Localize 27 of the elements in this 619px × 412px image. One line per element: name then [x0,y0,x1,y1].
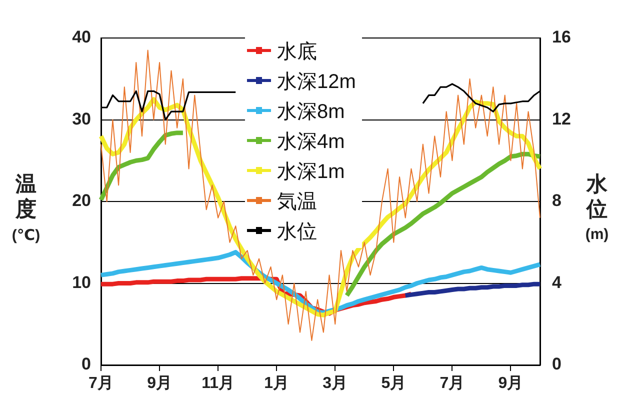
x-tick-label: 11月 [202,375,235,392]
y2-tick-label: 16 [552,28,571,47]
legend-label: 水位 [277,220,317,244]
legend-label: 水底 [277,40,317,64]
y2-tick-label: 8 [552,191,562,210]
x-tick-label: 9月 [147,375,172,392]
legend-label: 水深4m [277,130,345,154]
legend-label: 水深8m [277,100,345,124]
y-tick-label: 40 [72,28,91,47]
x-tick-label: 1月 [264,375,290,392]
x-tick-label: 3月 [322,375,348,392]
x-tick-label: 9月 [498,375,524,392]
y2-tick-label: 12 [552,109,571,128]
y-tick-label: 0 [82,354,91,374]
y2-tick-label: 0 [552,354,562,374]
y2-axis-title: 水位 (m) [584,172,610,244]
x-tick-label: 7月 [88,375,114,392]
y-tick-label: 30 [72,109,91,128]
y-tick-label: 20 [72,191,91,210]
x-tick-label: 5月 [381,375,406,392]
legend-label: 水深12m [277,70,356,94]
y-tick-label: 10 [72,272,91,292]
x-tick-label: 7月 [440,375,465,392]
legend-label: 気温 [277,190,317,214]
legend-label: 水深1m [277,160,345,184]
y-axis-title: 温度 (℃) [10,172,42,244]
y2-tick-label: 4 [552,272,562,292]
